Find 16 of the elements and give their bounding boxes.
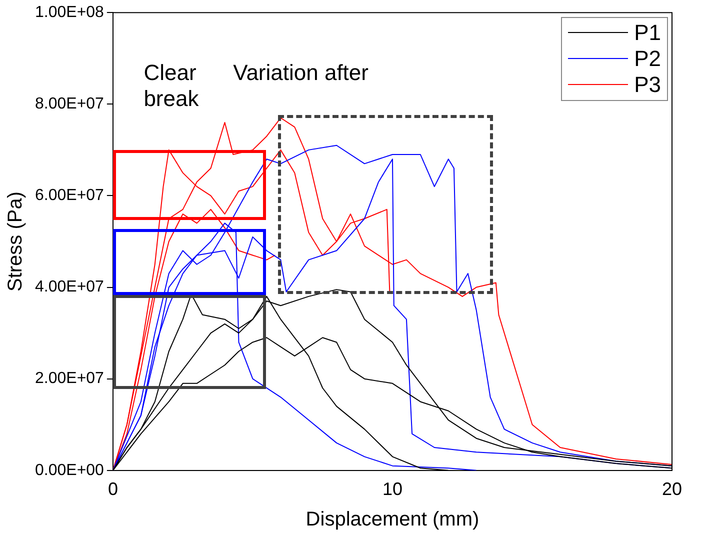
x-axis-title: Displacement (mm) [306,508,480,531]
annotation: Variation after [233,60,368,86]
y-tick-label: 2.00E+07 [35,370,104,388]
x-tick-label: 10 [382,479,402,500]
y-tick-label: 4.00E+07 [35,278,104,296]
y-axis-title: Stress (Pa) [4,191,27,292]
legend-label: P1 [634,20,661,46]
annotation: Clear break [144,60,200,112]
x-tick-label: 0 [108,479,118,500]
legend-label: P2 [634,46,661,72]
y-tick-label: 0.00E+00 [35,462,104,479]
y-tick-label: 1.00E+08 [35,4,104,22]
y-tick-label: 6.00E+07 [35,187,104,204]
x-tick-label: 20 [662,479,682,500]
legend-label: P3 [634,72,661,98]
y-tick-label: 8.00E+07 [35,96,104,113]
